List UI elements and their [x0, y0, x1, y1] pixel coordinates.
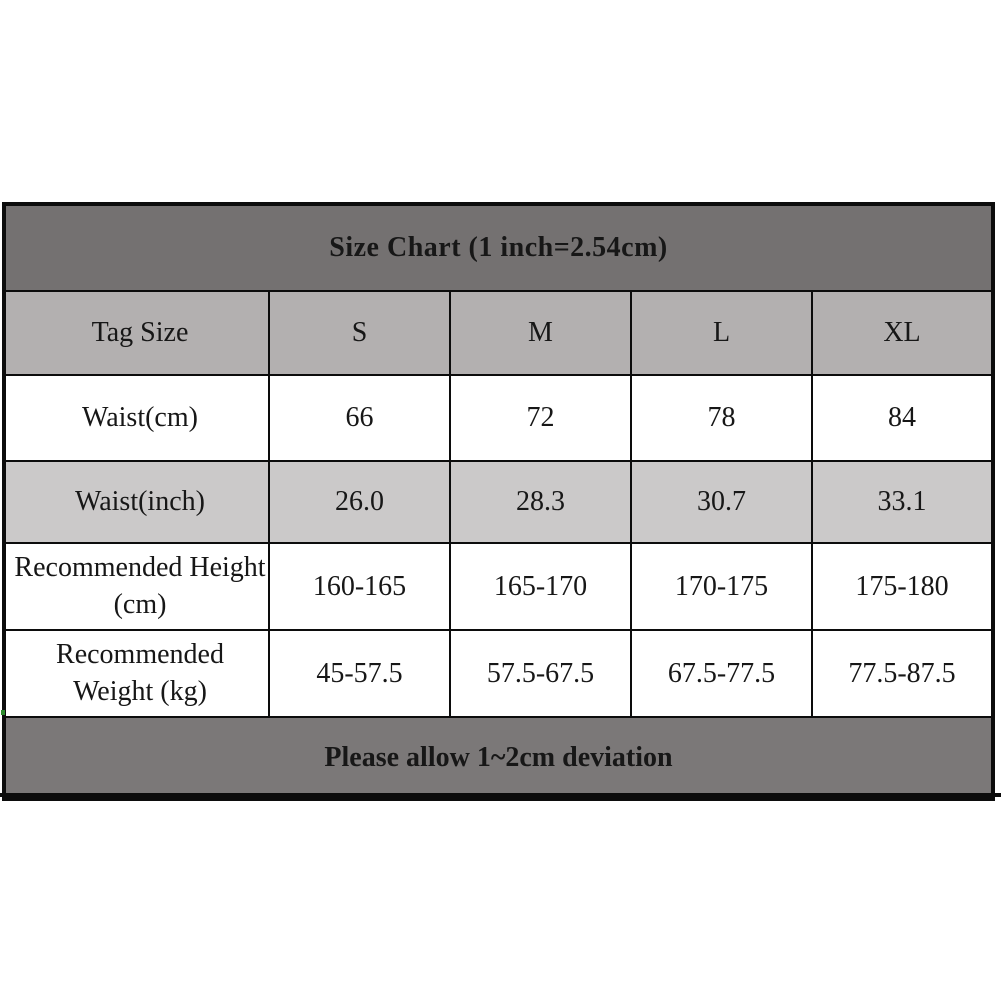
- cell-value: 77.5-87.5: [811, 629, 994, 718]
- bottom-double-rule: [0, 793, 1001, 797]
- deviation-note: Please allow 1~2cm deviation: [3, 716, 994, 800]
- table-row-recommended-height: Recommended Height (cm) 160-165 165-170 …: [3, 542, 994, 631]
- cell-value: 45-57.5: [268, 629, 451, 718]
- cell-value: 28.3: [449, 460, 632, 544]
- cell-value: 165-170: [449, 542, 632, 631]
- header-size-s: S: [268, 290, 451, 376]
- table-title-row: Size Chart (1 inch=2.54cm): [3, 203, 994, 292]
- table-footer-row: Please allow 1~2cm deviation: [3, 716, 994, 800]
- row-label: Recommended Height (cm): [3, 542, 270, 631]
- table-row-recommended-weight: Recommended Weight (kg) 45-57.5 57.5-67.…: [3, 629, 994, 718]
- row-label: Waist(cm): [3, 374, 270, 462]
- table-row-waist-inch: Waist(inch) 26.0 28.3 30.7 33.1: [3, 460, 994, 544]
- size-chart-table: Size Chart (1 inch=2.54cm) Tag Size S M …: [2, 202, 995, 801]
- cell-value: 57.5-67.5: [449, 629, 632, 718]
- cell-value: 66: [268, 374, 451, 462]
- green-artifact-dot: [1, 710, 5, 715]
- size-chart-title: Size Chart (1 inch=2.54cm): [3, 203, 994, 292]
- row-label: Recommended Weight (kg): [3, 629, 270, 718]
- header-size-l: L: [630, 290, 813, 376]
- cell-value: 175-180: [811, 542, 994, 631]
- header-label-tag-size: Tag Size: [3, 290, 270, 376]
- table-row-waist-cm: Waist(cm) 66 72 78 84: [3, 374, 994, 462]
- table-header-row: Tag Size S M L XL: [3, 290, 994, 376]
- cell-value: 26.0: [268, 460, 451, 544]
- cell-value: 84: [811, 374, 994, 462]
- row-label: Waist(inch): [3, 460, 270, 544]
- size-chart: Size Chart (1 inch=2.54cm) Tag Size S M …: [2, 202, 995, 801]
- cell-value: 160-165: [268, 542, 451, 631]
- cell-value: 78: [630, 374, 813, 462]
- cell-value: 170-175: [630, 542, 813, 631]
- cell-value: 30.7: [630, 460, 813, 544]
- cell-value: 33.1: [811, 460, 994, 544]
- header-size-xl: XL: [811, 290, 994, 376]
- header-size-m: M: [449, 290, 632, 376]
- cell-value: 72: [449, 374, 632, 462]
- cell-value: 67.5-77.5: [630, 629, 813, 718]
